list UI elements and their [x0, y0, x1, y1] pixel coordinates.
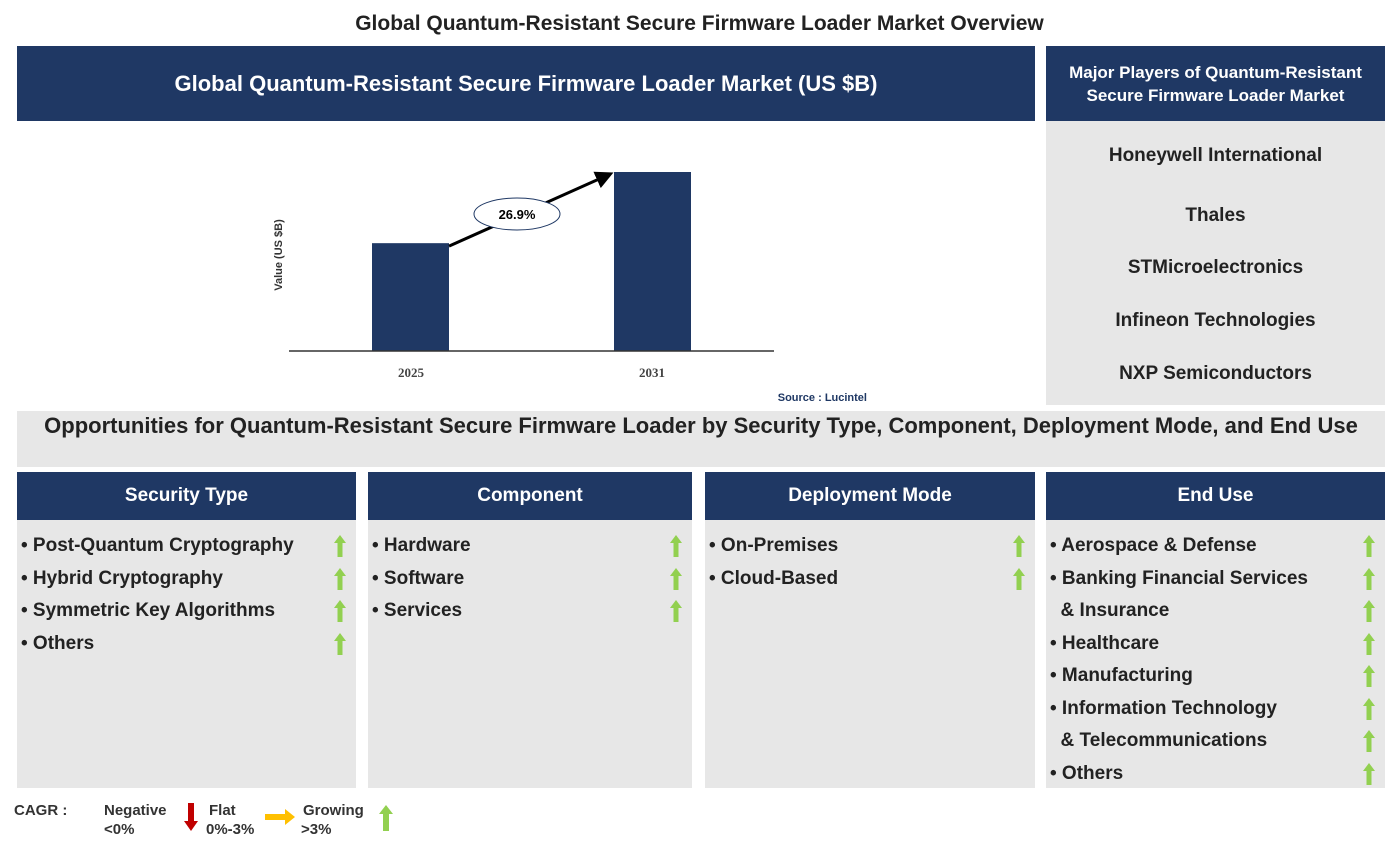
- list-item: • Post-Quantum Cryptography: [21, 530, 356, 563]
- item-label: • Others: [1050, 762, 1124, 784]
- item-label: • Software: [372, 567, 465, 589]
- legend-label: CAGR :: [14, 802, 68, 819]
- players-list: Honeywell International Thales STMicroel…: [1046, 121, 1385, 405]
- list-item: • Healthcare: [1050, 628, 1385, 661]
- item-label: • Hybrid Cryptography: [21, 567, 223, 589]
- list-item: • Hybrid Cryptography: [21, 563, 356, 596]
- list-item: • Services: [372, 595, 692, 628]
- up-arrow-icon: [1363, 665, 1375, 687]
- bar-2025: [372, 243, 449, 351]
- legend-growing: Growing: [303, 802, 364, 819]
- opportunities-title: Opportunities for Quantum-Resistant Secu…: [17, 411, 1385, 467]
- up-arrow-icon: [1363, 730, 1375, 752]
- down-arrow-icon: [184, 803, 198, 831]
- up-arrow-icon: [670, 600, 682, 622]
- player-item: Thales: [1185, 205, 1246, 226]
- item-label: • Healthcare: [1050, 632, 1160, 654]
- item-label: • Services: [372, 600, 463, 621]
- column-header: Security Type: [17, 472, 356, 520]
- legend-growing-range: >3%: [301, 821, 332, 838]
- cagr-label: 26.9%: [499, 207, 536, 222]
- right-arrow-icon: [265, 809, 295, 825]
- x-tick-2031: 2031: [639, 365, 665, 380]
- column-header: Deployment Mode: [705, 472, 1035, 520]
- item-label: • Symmetric Key Algorithms: [21, 600, 276, 621]
- player-item: Infineon Technologies: [1115, 310, 1316, 331]
- player-item: Honeywell International: [1108, 145, 1323, 166]
- list-item: • Symmetric Key Algorithms: [21, 595, 356, 628]
- list-item: • Hardware: [372, 530, 692, 563]
- up-arrow-icon: [1363, 697, 1375, 720]
- column-body: • Post-Quantum Cryptography • Hybrid Cryp…: [17, 520, 356, 788]
- up-arrow-icon: [670, 535, 682, 557]
- list-item: • Banking Financial Services: [1050, 563, 1385, 596]
- cagr-ellipse: [473, 197, 561, 231]
- item-label: & Insurance: [1050, 600, 1170, 621]
- item-label: • Others: [21, 632, 95, 654]
- player-item: STMicroelectronics: [1127, 257, 1304, 278]
- item-label: • Hardware: [372, 535, 471, 556]
- up-arrow-icon: [1363, 632, 1375, 655]
- y-axis-label: Value (US $B): [273, 219, 285, 291]
- column-body: • Hardware • Software • Services: [368, 520, 692, 788]
- column-body: • On-Premises • Cloud-Based: [705, 520, 1035, 788]
- up-arrow-icon: [1013, 535, 1025, 557]
- item-label: • Information Technology: [1050, 697, 1277, 719]
- list-item: & Telecommunications: [1050, 725, 1385, 758]
- item-label: • On-Premises: [709, 535, 839, 556]
- x-tick-2025: 2025: [398, 365, 425, 380]
- up-arrow-icon: [1013, 567, 1025, 590]
- up-arrow-icon: [1363, 567, 1375, 590]
- item-label: • Aerospace & Defense: [1050, 535, 1257, 556]
- item-label: & Telecommunications: [1050, 730, 1268, 751]
- list-item: • On-Premises: [709, 530, 1035, 563]
- up-arrow-icon: [334, 567, 346, 590]
- legend-flat-range: 0%-3%: [206, 821, 255, 838]
- chart-header: Global Quantum-Resistant Secure Firmware…: [17, 46, 1035, 121]
- players-header: Major Players of Quantum-Resistant Secur…: [1046, 46, 1385, 121]
- cagr-legend: CAGR : Negative <0% Flat 0%-3% Growing >…: [0, 795, 420, 845]
- legend-flat: Flat: [209, 802, 236, 819]
- list-item: • Software: [372, 563, 692, 596]
- list-item: • Information Technology: [1050, 693, 1385, 726]
- list-item: • Manufacturing: [1050, 660, 1385, 693]
- list-item: • Aerospace & Defense: [1050, 530, 1385, 563]
- up-arrow-icon: [334, 535, 346, 557]
- up-arrow-icon: [379, 805, 393, 831]
- item-label: • Manufacturing: [1050, 665, 1193, 686]
- item-label: • Post-Quantum Cryptography: [21, 535, 294, 556]
- item-label: • Banking Financial Services: [1050, 567, 1308, 589]
- up-arrow-icon: [334, 600, 346, 622]
- up-arrow-icon: [1363, 600, 1375, 622]
- column-header: End Use: [1046, 472, 1385, 520]
- up-arrow-icon: [1363, 762, 1375, 785]
- column-header: Component: [368, 472, 692, 520]
- player-item: NXP Semiconductors: [1119, 363, 1312, 384]
- legend-negative: Negative: [104, 802, 167, 819]
- page-title: Global Quantum-Resistant Secure Firmware…: [355, 12, 1044, 35]
- list-item: • Others: [1050, 758, 1385, 791]
- column-body: • Aerospace & Defense • Banking Financial…: [1046, 520, 1385, 788]
- bar-chart: Value (US $B) 26.9% 2025 2031 Source : L…: [273, 171, 867, 404]
- source-label: Source : Lucintel: [778, 392, 867, 404]
- up-arrow-icon: [334, 632, 346, 655]
- list-item: • Others: [21, 628, 356, 661]
- legend-negative-range: <0%: [104, 821, 135, 838]
- item-label: • Cloud-Based: [709, 567, 839, 589]
- up-arrow-icon: [1363, 535, 1375, 557]
- bar-2031: [614, 172, 691, 351]
- list-item: • Cloud-Based: [709, 563, 1035, 596]
- up-arrow-icon: [670, 567, 682, 590]
- list-item: & Insurance: [1050, 595, 1385, 628]
